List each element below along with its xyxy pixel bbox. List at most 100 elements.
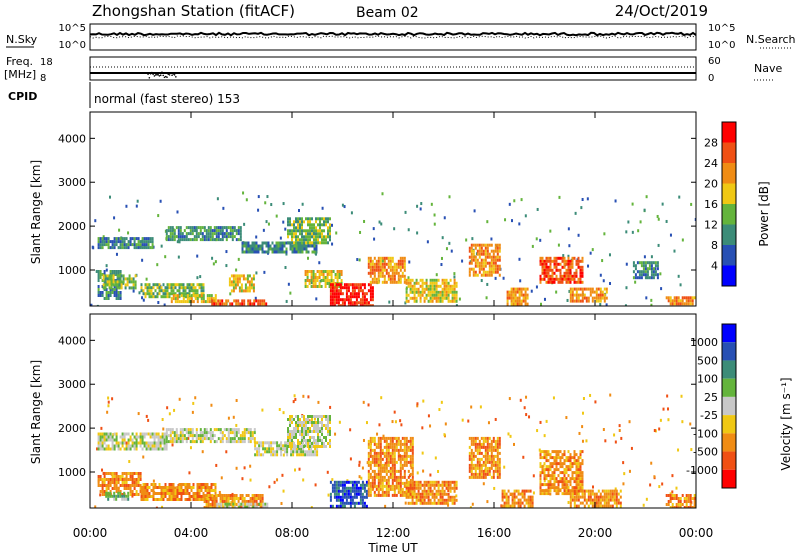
range-gate-cell <box>433 480 436 484</box>
range-gate-cell <box>385 490 388 494</box>
range-gate-cell <box>223 302 226 306</box>
range-gate-cell <box>329 289 332 293</box>
range-gate-cell <box>685 299 688 303</box>
range-gate-cell <box>652 270 655 274</box>
range-gate-cell <box>453 483 456 487</box>
range-gate-cell <box>151 432 154 436</box>
range-gate-cell <box>397 469 400 473</box>
range-gate-cell <box>603 492 606 496</box>
range-gate-cell <box>284 450 287 454</box>
range-gate-cell <box>185 428 188 432</box>
range-gate-cell <box>101 481 104 484</box>
range-gate-cell <box>251 241 254 245</box>
scatter-cell <box>448 195 451 199</box>
range-gate-cell <box>569 456 572 460</box>
range-gate-cell <box>369 271 372 275</box>
range-gate-cell <box>255 250 258 254</box>
range-gate-cell <box>505 498 508 502</box>
range-gate-cell <box>109 435 112 439</box>
range-gate-cell <box>385 268 388 272</box>
range-gate-cell <box>309 415 311 418</box>
scatter-cell <box>346 479 349 483</box>
range-gate-cell <box>589 293 592 297</box>
range-gate-cell <box>472 243 475 247</box>
range-gate-cell <box>303 241 305 245</box>
range-gate-cell <box>581 271 584 275</box>
range-gate-cell <box>244 502 247 506</box>
range-gate-cell <box>306 279 309 282</box>
range-gate-cell <box>277 247 280 251</box>
range-gate-cell <box>319 427 321 430</box>
range-gate-cell <box>577 296 580 300</box>
scatter-cell <box>690 448 693 452</box>
range-gate-cell <box>443 287 446 291</box>
range-gate-cell <box>393 454 396 458</box>
range-gate-cell <box>325 238 327 242</box>
range-gate-cell <box>310 270 313 273</box>
scatter-cell <box>416 402 419 406</box>
range-gate-cell <box>419 498 422 502</box>
scatter-cell <box>225 450 228 454</box>
scatter-cell <box>458 297 461 301</box>
range-gate-cell <box>503 504 506 508</box>
range-gate-cell <box>496 264 499 268</box>
range-gate-cell <box>383 268 386 272</box>
scatter-cell <box>661 202 664 206</box>
range-gate-cell <box>317 430 319 433</box>
range-gate-cell <box>129 444 132 448</box>
range-gate-cell <box>379 469 382 473</box>
range-gate-cell <box>164 292 167 296</box>
range-gate-cell <box>235 238 238 242</box>
range-gate-cell <box>232 502 235 506</box>
range-gate-cell <box>675 302 678 306</box>
range-gate-cell <box>551 277 554 281</box>
range-gate-cell <box>573 471 576 475</box>
range-gate-cell <box>480 451 483 455</box>
range-gate-cell <box>470 463 473 467</box>
range-gate-cell <box>486 448 489 452</box>
range-gate-cell <box>379 262 382 266</box>
range-gate-cell <box>496 457 499 461</box>
range-gate-cell <box>317 241 319 245</box>
colorbar-frame <box>721 121 737 287</box>
scatter-cell <box>461 418 464 422</box>
range-gate-cell <box>403 277 406 281</box>
range-gate-cell <box>219 500 222 503</box>
range-gate-cell <box>299 238 301 242</box>
range-gate-cell <box>419 299 422 303</box>
range-gate-cell <box>539 259 542 263</box>
range-gate-cell <box>182 283 185 287</box>
range-gate-cell <box>313 235 315 239</box>
range-gate-cell <box>140 289 143 293</box>
range-gate-cell <box>679 302 682 306</box>
range-gate-cell <box>170 297 173 301</box>
range-gate-cell <box>270 444 273 448</box>
range-gate-cell <box>470 466 473 470</box>
range-gate-cell <box>411 290 414 294</box>
range-gate-cell <box>383 493 386 497</box>
range-gate-cell <box>202 297 205 301</box>
range-gate-cell <box>415 281 418 285</box>
range-gate-cell <box>669 296 672 300</box>
range-gate-cell <box>101 435 104 439</box>
range-gate-cell <box>169 440 172 444</box>
range-gate-cell <box>387 451 390 455</box>
range-gate-cell <box>337 495 340 499</box>
range-gate-cell <box>549 456 552 460</box>
range-gate-cell <box>427 290 430 294</box>
range-gate-cell <box>117 237 120 241</box>
range-gate-cell <box>553 462 556 466</box>
range-gate-cell <box>565 268 568 272</box>
scatter-cell <box>358 460 361 464</box>
range-gate-cell <box>195 232 198 236</box>
range-gate-cell <box>343 286 346 290</box>
range-gate-cell <box>539 471 542 475</box>
range-gate-cell <box>107 291 110 294</box>
range-gate-cell <box>141 438 144 442</box>
range-gate-cell <box>180 283 183 287</box>
range-gate-cell <box>275 247 278 251</box>
range-gate-cell <box>411 498 414 502</box>
range-gate-cell <box>539 462 542 466</box>
range-gate-cell <box>323 445 325 448</box>
range-gate-cell <box>245 500 248 503</box>
